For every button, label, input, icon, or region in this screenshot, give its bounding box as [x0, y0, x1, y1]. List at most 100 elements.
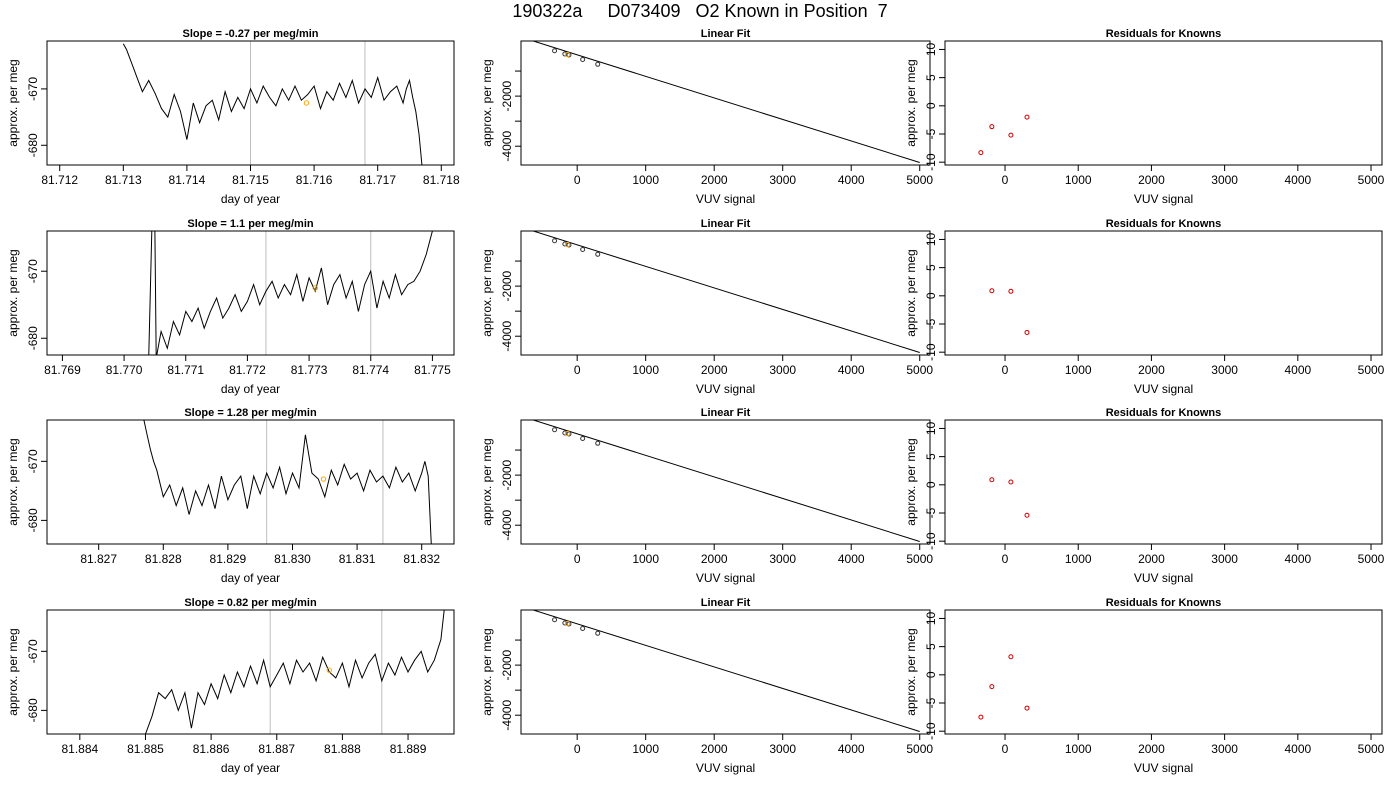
fit-4-title: Linear Fit	[701, 597, 751, 609]
trace-4-ytick-label: -670	[26, 639, 40, 663]
trace-4-series-line	[145, 610, 445, 734]
resid-1-xtick-label: 5000	[1358, 173, 1385, 187]
trace-1-highlight-point	[303, 100, 310, 106]
fit-1-data-point	[580, 57, 586, 63]
trace-2-xtick-label: 81.769	[44, 363, 81, 377]
resid-2-residual-point	[1008, 288, 1014, 294]
trace-3-xtick-label: 81.831	[339, 552, 376, 566]
resid-1-ytick-label: 10	[924, 42, 938, 56]
trace-3-series-line	[143, 420, 432, 544]
resid-4-xlabel: VUV signal	[1134, 761, 1193, 775]
resid-1-plot-frame	[944, 40, 1383, 166]
fit-4-fit-line	[531, 610, 920, 732]
fit-4-ytick-label: -2000	[500, 649, 514, 680]
resid-1-title: Residuals for Knowns	[1106, 28, 1222, 40]
resid-2-xtick-label: 0	[1002, 363, 1009, 377]
resid-1-ytick-label: -5	[924, 128, 938, 139]
trace-2-xtick-label: 81.775	[414, 363, 451, 377]
resid-2-plot-frame	[944, 230, 1383, 356]
trace-4-xtick-label: 81.887	[258, 742, 295, 756]
trace-4-xtick-label: 81.884	[61, 742, 98, 756]
trace-4-xlabel: day of year	[221, 761, 280, 775]
fit-4-plot-frame	[520, 609, 931, 735]
fit-4-xtick-label: 5000	[906, 742, 933, 756]
trace-3-xtick-label: 81.827	[80, 552, 117, 566]
trace-2-xtick-label: 81.772	[229, 363, 266, 377]
fit-1-xtick-label: 3000	[769, 173, 796, 187]
trace-3-xtick-label: 81.830	[274, 552, 311, 566]
fit-4-ylabel: approx. per meg	[480, 628, 494, 715]
resid-4-xtick-label: 5000	[1358, 742, 1385, 756]
trace-4-plot-frame	[46, 609, 455, 735]
fit-4-data-point	[580, 626, 586, 632]
resid-3-xtick-label: 2000	[1138, 552, 1165, 566]
trace-1-ytick-label: -680	[26, 133, 40, 157]
fit-3-plot-frame	[520, 419, 931, 545]
resid-3-residual-point	[1008, 479, 1014, 485]
fit-2-highlight-point	[564, 241, 571, 248]
trace-2-xtick-label: 81.771	[167, 363, 204, 377]
trace-1-ylabel: approx. per meg	[6, 59, 20, 146]
trace-2-highlight-point	[312, 285, 318, 291]
fit-1-xtick-label: 5000	[906, 173, 933, 187]
resid-2-xtick-label: 4000	[1284, 363, 1311, 377]
trace-2-xtick-label: 81.773	[291, 363, 328, 377]
resid-3-xtick-label: 4000	[1284, 552, 1311, 566]
resid-1-xtick-label: 1000	[1065, 173, 1092, 187]
trace-4-ytick-label: -680	[26, 698, 40, 722]
trace-2-xlabel: day of year	[221, 382, 280, 396]
trace-2-title: Slope = 1.1 per meg/min	[187, 218, 314, 230]
fit-4-highlight-point	[564, 620, 571, 627]
fit-2-ytick-label: -2000	[500, 270, 514, 301]
trace-3-plot-frame	[46, 419, 455, 545]
fit-1-xlabel: VUV signal	[696, 192, 755, 206]
resid-1-ylabel: approx. per meg	[904, 59, 918, 146]
trace-3-xlabel: day of year	[221, 571, 280, 585]
trace-3-highlight-point	[320, 476, 327, 482]
fit-4-data-point	[552, 617, 558, 623]
fit-1-plot-frame	[520, 40, 931, 166]
resid-3-ytick-label: -10	[924, 532, 938, 550]
fit-3-data-point	[595, 440, 601, 446]
resid-3-plot-frame	[944, 419, 1383, 545]
resid-2-ytick-label: -10	[924, 343, 938, 361]
resid-2-xtick-label: 5000	[1358, 363, 1385, 377]
trace-1-ytick-label: -670	[26, 77, 40, 101]
fit-2-xtick-label: 2000	[701, 363, 728, 377]
resid-2-ytick-label: 0	[924, 292, 938, 299]
trace-2-xtick-label: 81.774	[352, 363, 389, 377]
fit-2-data-point	[580, 247, 586, 253]
fit-4-xtick-label: 2000	[701, 742, 728, 756]
fit-1-fit-line	[531, 41, 920, 163]
trace-1-xtick-label: 81.713	[105, 173, 142, 187]
resid-3-xlabel: VUV signal	[1134, 571, 1193, 585]
resid-3-xtick-label: 1000	[1065, 552, 1092, 566]
trace-2-plot-frame	[46, 230, 455, 356]
resid-2-ytick-label: -5	[924, 318, 938, 329]
resid-4-ytick-label: -5	[924, 697, 938, 708]
fit-2-data-point	[552, 238, 558, 244]
resid-3-residual-point	[1024, 512, 1030, 518]
resid-1-residual-point	[978, 150, 984, 156]
resid-4-ytick-label: 0	[924, 671, 938, 678]
fit-4-xtick-label: 3000	[769, 742, 796, 756]
resid-4-xtick-label: 1000	[1065, 742, 1092, 756]
resid-3-residual-point	[979, 545, 983, 549]
resid-3-ytick-label: 5	[924, 453, 938, 460]
fit-2-xtick-label: 4000	[838, 363, 865, 377]
trace-4-title: Slope = 0.82 per meg/min	[184, 597, 317, 609]
fit-3-highlight-point	[564, 430, 571, 437]
fit-1-data-point	[552, 48, 558, 54]
fit-3-data-point	[552, 427, 558, 433]
fit-3-title: Linear Fit	[701, 407, 751, 419]
trace-1-xtick-label: 81.716	[296, 173, 333, 187]
trace-4-xtick-label: 81.889	[390, 742, 427, 756]
trace-3-ytick-label: -670	[26, 449, 40, 473]
trace-3-ytick-label: -680	[26, 508, 40, 532]
fit-2-plot-frame	[520, 230, 931, 356]
resid-1-xlabel: VUV signal	[1134, 192, 1193, 206]
fit-1-xtick-label: 2000	[701, 173, 728, 187]
resid-4-plot-frame	[944, 609, 1383, 735]
fit-2-fit-line	[531, 231, 920, 353]
